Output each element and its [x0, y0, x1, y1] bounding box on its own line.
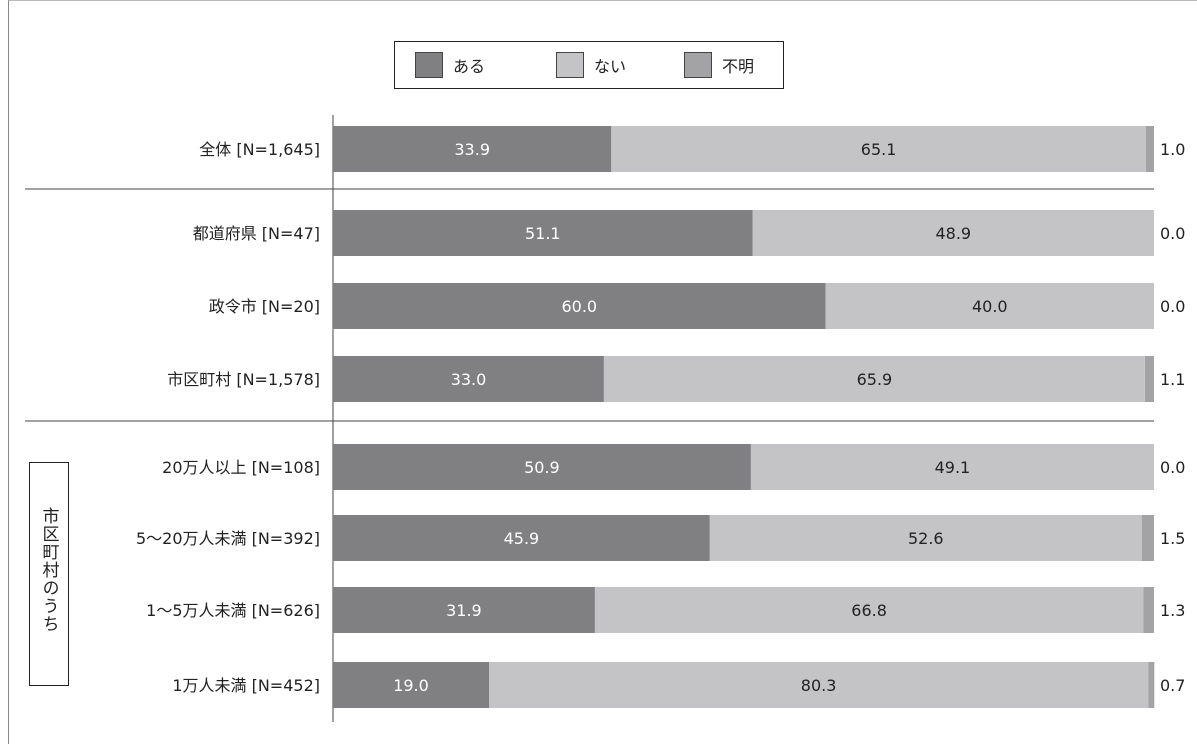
value-label-aru-4: 33.0 [451, 370, 487, 389]
value-label-nai-2: 48.9 [935, 224, 971, 243]
bar-aru-4 [333, 356, 604, 402]
value-label-fumei-1: 1.0 [1160, 140, 1185, 159]
bar-nai-1 [611, 126, 1146, 172]
bar-aru-3 [333, 283, 826, 329]
value-label-aru-1: 33.9 [454, 140, 490, 159]
legend-swatch-aru [415, 52, 443, 78]
bar-aru-8 [333, 662, 489, 708]
legend-item-fumei: 不明 [684, 52, 754, 78]
value-label-fumei-5: 0.0 [1160, 458, 1185, 477]
legend: ある ない 不明 [394, 41, 784, 89]
bar-aru-6 [333, 515, 710, 561]
value-label-fumei-8: 0.7 [1160, 676, 1185, 695]
value-label-aru-7: 31.9 [446, 601, 482, 620]
value-label-nai-7: 66.8 [851, 601, 887, 620]
category-label-2: 都道府県 [N=47] [193, 224, 320, 243]
bar-fumei-4 [1145, 356, 1154, 402]
bar-fumei-6 [1141, 515, 1154, 561]
bar-nai-4 [603, 356, 1145, 402]
legend-label-aru: ある [453, 57, 486, 76]
group-label: 市区町村のうち [38, 507, 59, 633]
bar-nai-8 [489, 662, 1149, 708]
value-label-nai-5: 49.1 [935, 458, 971, 477]
value-label-fumei-4: 1.1 [1160, 370, 1185, 389]
value-label-nai-3: 40.0 [972, 297, 1008, 316]
value-label-aru-6: 45.9 [504, 529, 540, 548]
bar-aru-1 [333, 126, 612, 172]
value-label-fumei-2: 0.0 [1160, 224, 1185, 243]
legend-label-fumei: 不明 [722, 57, 755, 76]
value-label-aru-8: 19.0 [393, 676, 429, 695]
category-label-5: 20万人以上 [N=108] [162, 458, 320, 477]
category-label-3: 政令市 [N=20] [209, 297, 320, 316]
bar-fumei-1 [1145, 126, 1154, 172]
bar-nai-6 [709, 515, 1142, 561]
legend-swatch-nai [556, 52, 584, 78]
value-label-aru-5: 50.9 [524, 458, 560, 477]
bar-aru-7 [333, 587, 595, 633]
legend-label-nai: ない [594, 57, 627, 76]
value-label-fumei-6: 1.5 [1160, 529, 1185, 548]
category-label-4: 市区町村 [N=1,578] [167, 370, 320, 389]
bar-nai-2 [752, 210, 1154, 256]
bar-aru-5 [333, 444, 751, 490]
value-label-nai-8: 80.3 [801, 676, 837, 695]
value-label-fumei-7: 1.3 [1160, 601, 1185, 620]
legend-swatch-fumei [684, 52, 712, 78]
category-label-6: 5～20万人未満 [N=392] [136, 529, 320, 548]
category-label-8: 1万人未満 [N=452] [172, 676, 320, 695]
bar-fumei-7 [1143, 587, 1154, 633]
value-label-nai-1: 65.1 [861, 140, 897, 159]
value-label-nai-6: 52.6 [908, 529, 944, 548]
bar-nai-7 [594, 587, 1144, 633]
value-label-nai-4: 65.9 [857, 370, 893, 389]
group-label-box: 市区町村のうち [29, 462, 69, 686]
legend-item-nai: ない [556, 52, 626, 78]
value-label-aru-2: 51.1 [525, 224, 561, 243]
value-label-aru-3: 60.0 [561, 297, 597, 316]
bar-nai-5 [750, 444, 1154, 490]
value-label-fumei-3: 0.0 [1160, 297, 1185, 316]
bar-nai-3 [825, 283, 1154, 329]
category-label-1: 全体 [N=1,645] [199, 140, 320, 159]
category-label-7: 1～5万人未満 [N=626] [146, 601, 320, 620]
bar-aru-2 [333, 210, 753, 256]
chart-frame [8, 0, 1197, 744]
bar-fumei-8 [1148, 662, 1155, 708]
legend-item-aru: ある [415, 52, 485, 78]
